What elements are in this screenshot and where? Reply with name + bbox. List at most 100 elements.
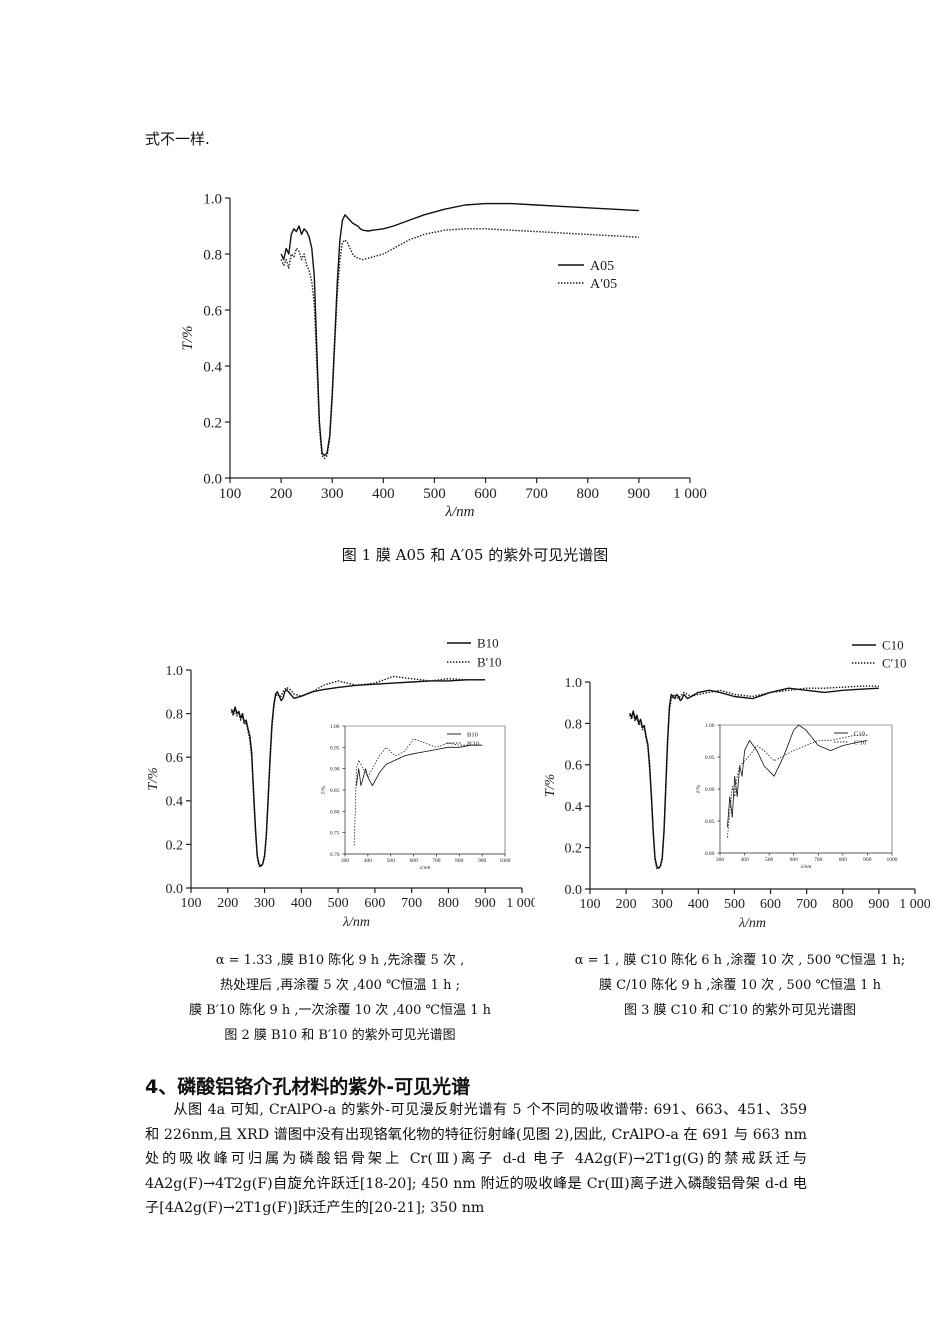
fig3-x-tick-label: 400: [688, 897, 709, 912]
fig2-inset-legend-label: B10: [467, 731, 478, 738]
fig3-series-solid-line: [629, 687, 879, 870]
fig2-inset-x-tick-label: 900: [478, 858, 487, 864]
fig2-x-axis-label: λ/nm: [342, 915, 370, 930]
fig3-y-tick-label: 0.6: [565, 759, 583, 774]
fig3-x-tick-label: 800: [832, 897, 853, 912]
fig3-x-tick-label: 1 000: [899, 897, 930, 912]
fig2-inset-legend-label: B′10: [467, 740, 479, 747]
fig3-x-tick-label: 700: [796, 897, 817, 912]
fig3-inset-x-tick-label: 400: [740, 857, 749, 863]
fig2-x-tick-label: 900: [475, 896, 496, 911]
fig2-inset-x-tick-label: 700: [432, 858, 441, 864]
fig1-y-tick-label: 0.6: [203, 303, 222, 319]
figure-2-chart: 100 200 300 400 500 600 700 800 900 1 000 0.0 0.2 0.…: [146, 636, 536, 930]
fig3-series-dotted-line: [629, 685, 879, 870]
fig1-y-axis-label: T/%: [180, 325, 196, 350]
fig3-x-tick-label: 200: [616, 897, 637, 912]
figure-3-note-2: 膜 C/10 陈化 9 h ,涂覆 10 次 , 500 ℃恒温 1 h: [599, 978, 881, 993]
fig3-x-axis-label: λ/nm: [738, 916, 766, 931]
fig2-y-tick-label: 0.4: [166, 795, 184, 810]
fig1-x-tick-label: 700: [525, 486, 548, 502]
fig3-inset-y-tick-label: 0.80: [705, 851, 715, 857]
fig2-inset-axes: 300 400 500 600 700 800 900 1000 0.70 0.75 0.80 0.8…: [330, 724, 511, 864]
figure-1-chart: 100 200 300 400 500 600 700 800 900 1 000 0.0 0.2 0.…: [180, 191, 707, 520]
figure-2-notes: α = 1.33 ,膜 B10 陈化 9 h ,先涂覆 5 次 , 热处理后 ,…: [175, 948, 505, 1048]
fig2-inset-y-axis-label: T/%: [321, 785, 327, 795]
fig1-series-dotted-line: [280, 228, 639, 460]
fig3-x-tick-label: 300: [652, 897, 673, 912]
fig3-x-tick-label: 100: [580, 897, 601, 912]
fig2-inset-y-tick-label: 1.00: [330, 724, 340, 730]
fig3-x-tick-label: 500: [724, 897, 745, 912]
fig2-inset-y-tick-label: 0.95: [330, 745, 340, 751]
figure-2-note-2: 热处理后 ,再涂覆 5 次 ,400 ℃恒温 1 h ;: [220, 978, 460, 993]
fig3-y-axis-label: T/%: [543, 774, 558, 797]
fig1-x-axis-label: λ/nm: [445, 504, 475, 520]
body-paragraph: 从图 4a 可知, CrAlPO-a 的紫外-可见漫反射光谱有 5 个不同的吸收…: [145, 1098, 807, 1221]
fig1-legend-label: A05: [590, 259, 614, 274]
fig2-x-tick-label: 300: [254, 896, 275, 911]
fig2-inset-y-tick-label: 0.75: [330, 831, 340, 837]
fig1-x-tick-label: 500: [423, 486, 446, 502]
fig3-inset-axes: 300 400 500 600 700 800 900 1000 0.80 0.85 0.90 0.9…: [705, 723, 898, 863]
fig2-x-tick-label: 800: [438, 896, 459, 911]
fig2-inset-x-tick-label: 400: [364, 858, 373, 864]
fig2-inset-y-tick-label: 0.90: [330, 767, 340, 773]
section-heading: 4、磷酸铝铬介孔材料的紫外-可见光谱: [145, 1076, 471, 1098]
fig3-inset-x-tick-label: 1000: [887, 857, 898, 863]
fig3-inset-x-tick-label: 300: [716, 857, 725, 863]
fig2-inset-x-tick-label: 1000: [500, 858, 511, 864]
fig3-inset-x-tick-label: 800: [839, 857, 848, 863]
fig2-inset-series-dotted-line: [353, 738, 483, 846]
fig1-axes: 100 200 300 400 500 600 700 800 900 1 000 0.0 0.2 0.…: [203, 191, 707, 502]
figure-2-caption: 图 2 膜 B10 和 B′10 的紫外可见光谱图: [224, 1028, 456, 1043]
fig3-inset-legend-label: C′10: [854, 739, 866, 746]
fig2-inset-x-axis-label: λ/nm: [419, 865, 431, 871]
fig1-x-tick-label: 100: [219, 486, 242, 502]
fig3-inset-x-axis-label: λ/nm: [800, 864, 812, 870]
fig1-y-tick-label: 0.8: [203, 247, 222, 263]
fig3-y-tick-label: 0.0: [565, 883, 583, 898]
fig2-legend-label: B′10: [477, 655, 502, 670]
fig2-series-dotted-line: [230, 675, 486, 867]
fig1-x-tick-label: 400: [372, 486, 395, 502]
fig2-y-tick-label: 0.0: [166, 882, 184, 897]
fig3-inset-x-tick-label: 500: [765, 857, 774, 863]
fig1-y-tick-label: 1.0: [203, 191, 222, 207]
fig2-x-tick-label: 1 000: [506, 896, 535, 911]
fig2-x-tick-label: 200: [217, 896, 238, 911]
fig3-y-tick-label: 1.0: [565, 676, 583, 691]
figure-3-caption: 图 3 膜 C10 和 C′10 的紫外可见光谱图: [624, 1003, 856, 1018]
fig3-y-tick-label: 0.2: [565, 842, 583, 857]
fig2-x-tick-label: 600: [364, 896, 385, 911]
fig3-y-tick-label: 0.4: [565, 800, 583, 815]
fig2-inset-x-tick-label: 600: [409, 858, 418, 864]
figure-3-notes: α = 1 , 膜 C10 陈化 6 h ,涂覆 10 次 , 500 ℃恒温 …: [560, 948, 920, 1023]
figure-2-note-1: α = 1.33 ,膜 B10 陈化 9 h ,先涂覆 5 次 ,: [215, 953, 465, 968]
fig3-x-tick-label: 900: [868, 897, 889, 912]
fig3-inset-x-tick-label: 700: [814, 857, 823, 863]
fig2-x-tick-label: 500: [328, 896, 349, 911]
fig2-inset-y-tick-label: 0.80: [330, 809, 340, 815]
fig3-inset-y-tick-label: 0.95: [705, 755, 715, 761]
fig3-inset-series-dotted-line: [727, 734, 868, 838]
fig2-inset-x-tick-label: 300: [341, 858, 350, 864]
fig2-y-tick-label: 0.2: [166, 838, 184, 853]
fig3-inset-y-tick-label: 1.00: [705, 723, 715, 729]
fig3-inset-legend-label: C10: [854, 730, 865, 737]
fig3-legend-label: C′10: [882, 656, 907, 671]
fig2-y-tick-label: 1.0: [166, 664, 184, 679]
paragraph-text: 从图 4a 可知, CrAlPO-a 的紫外-可见漫反射光谱有 5 个不同的吸收…: [145, 1102, 807, 1217]
fig1-x-tick-label: 1 000: [673, 486, 707, 502]
fig2-y-tick-label: 0.6: [166, 751, 184, 766]
fig2-legend-label: B10: [477, 636, 499, 651]
fig1-legend-label: A′05: [590, 277, 617, 292]
figure-2-note-3: 膜 B′10 陈化 9 h ,一次涂覆 10 次 ,400 ℃恒温 1 h: [189, 1003, 491, 1018]
fig3-inset-y-tick-label: 0.90: [705, 787, 715, 793]
fig3-legend-label: C10: [882, 638, 904, 653]
fig3-y-tick-label: 0.8: [565, 717, 583, 732]
fig1-x-tick-label: 200: [270, 486, 293, 502]
fig2-axes: 100 200 300 400 500 600 700 800 900 1 000 0.0 0.2 0.…: [166, 664, 536, 911]
fig1-y-tick-label: 0.0: [203, 471, 222, 487]
fig2-inset-y-tick-label: 0.85: [330, 788, 340, 794]
